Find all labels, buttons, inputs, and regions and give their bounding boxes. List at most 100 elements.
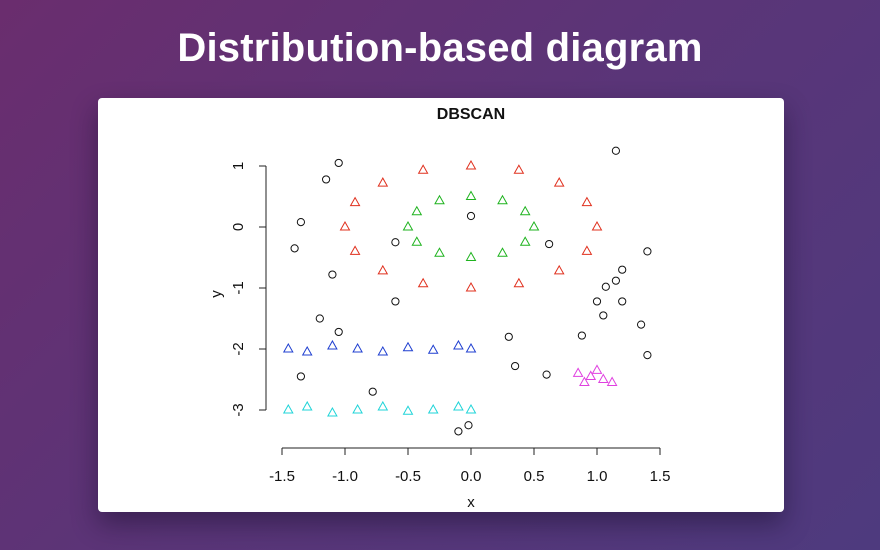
data-point <box>465 281 477 292</box>
data-point <box>553 264 565 275</box>
data-point <box>296 372 305 381</box>
data-point <box>290 244 299 253</box>
data-point <box>352 342 363 353</box>
data-point <box>434 194 445 205</box>
x-tick-label: 1.0 <box>587 468 608 485</box>
data-point <box>637 320 646 329</box>
data-point <box>465 159 477 170</box>
series-1 <box>402 190 540 261</box>
data-point <box>377 177 389 187</box>
data-point <box>513 277 525 288</box>
data-point <box>585 370 597 380</box>
data-point <box>606 376 618 387</box>
x-tick-label: 0.5 <box>524 468 545 485</box>
data-point <box>352 403 363 414</box>
banner-title: Distribution-based diagram <box>177 26 703 70</box>
data-point <box>417 164 429 174</box>
data-points <box>282 146 652 436</box>
data-point <box>349 196 361 207</box>
data-point <box>301 346 313 356</box>
data-point <box>611 146 621 155</box>
data-point <box>542 370 551 379</box>
scatter-plot: DBSCAN -1.5 -1.0 -0.5 0.0 0.5 1.0 1.510-1-2-3 … <box>208 106 670 511</box>
data-point <box>334 327 343 337</box>
data-point <box>334 158 343 168</box>
data-point <box>339 220 351 231</box>
series-2 <box>282 339 477 356</box>
data-point <box>391 297 400 306</box>
data-point <box>377 346 389 356</box>
y-axis-title: y <box>208 290 225 298</box>
series-5 <box>290 146 652 436</box>
data-point <box>402 220 414 231</box>
series-4 <box>572 364 618 387</box>
data-point <box>591 364 603 374</box>
data-point <box>465 190 477 200</box>
x-axis-title: x <box>467 494 475 511</box>
y-tick-label: 1 <box>230 162 247 170</box>
data-point <box>282 403 294 414</box>
data-point <box>553 177 565 187</box>
axes: -1.5 -1.0 -0.5 0.0 0.5 1.0 1.5 1 0 -1 -2 -3 <box>230 162 670 485</box>
data-point <box>402 341 414 352</box>
data-point <box>511 361 520 371</box>
data-point <box>643 247 652 256</box>
data-point <box>327 407 338 417</box>
data-point <box>591 220 603 231</box>
data-point <box>572 367 584 377</box>
data-point <box>618 265 627 274</box>
data-point <box>497 194 508 205</box>
data-point <box>465 403 477 414</box>
data-point <box>411 205 423 216</box>
series-3 <box>282 400 477 417</box>
data-point <box>465 251 477 261</box>
data-point <box>592 297 602 306</box>
data-point <box>601 282 610 291</box>
data-point <box>322 175 331 184</box>
data-point <box>427 344 439 354</box>
data-point <box>528 220 540 231</box>
data-point <box>391 238 400 247</box>
data-point <box>301 400 313 411</box>
data-point <box>327 339 338 350</box>
data-point <box>349 245 361 255</box>
data-point <box>643 351 652 360</box>
data-point <box>611 276 621 285</box>
y-tick-label: -2 <box>230 342 247 355</box>
data-point <box>368 387 377 396</box>
x-tick-label: -1.0 <box>332 468 358 485</box>
x-tick-label: 0.0 <box>461 468 482 485</box>
data-point <box>434 247 445 257</box>
chart-title: DBSCAN <box>437 106 505 123</box>
data-point <box>402 405 414 415</box>
data-point <box>465 342 477 353</box>
data-point <box>464 421 473 430</box>
y-tick-label: -1 <box>230 281 247 294</box>
data-point <box>597 373 609 383</box>
y-tick-label: 0 <box>230 223 247 231</box>
data-point <box>497 247 508 257</box>
data-point <box>519 236 531 246</box>
data-point <box>453 339 464 350</box>
series-0 <box>339 159 603 292</box>
data-point <box>411 236 423 246</box>
x-tick-label: -1.5 <box>269 468 295 485</box>
data-point <box>328 270 337 279</box>
data-point <box>504 332 513 341</box>
data-point <box>581 245 593 255</box>
data-point <box>417 277 429 288</box>
data-point <box>282 342 294 353</box>
x-tick-label: 1.5 <box>650 468 671 485</box>
data-point <box>513 164 525 174</box>
data-point <box>577 331 586 340</box>
data-point <box>315 314 324 323</box>
x-tick-label: -0.5 <box>395 468 421 485</box>
data-point <box>377 400 389 411</box>
data-point <box>519 205 531 216</box>
data-point <box>454 427 463 436</box>
y-tick-label: -3 <box>230 403 247 416</box>
data-point <box>581 196 593 207</box>
data-point <box>579 376 590 387</box>
data-point <box>427 403 439 414</box>
data-point <box>466 211 476 221</box>
